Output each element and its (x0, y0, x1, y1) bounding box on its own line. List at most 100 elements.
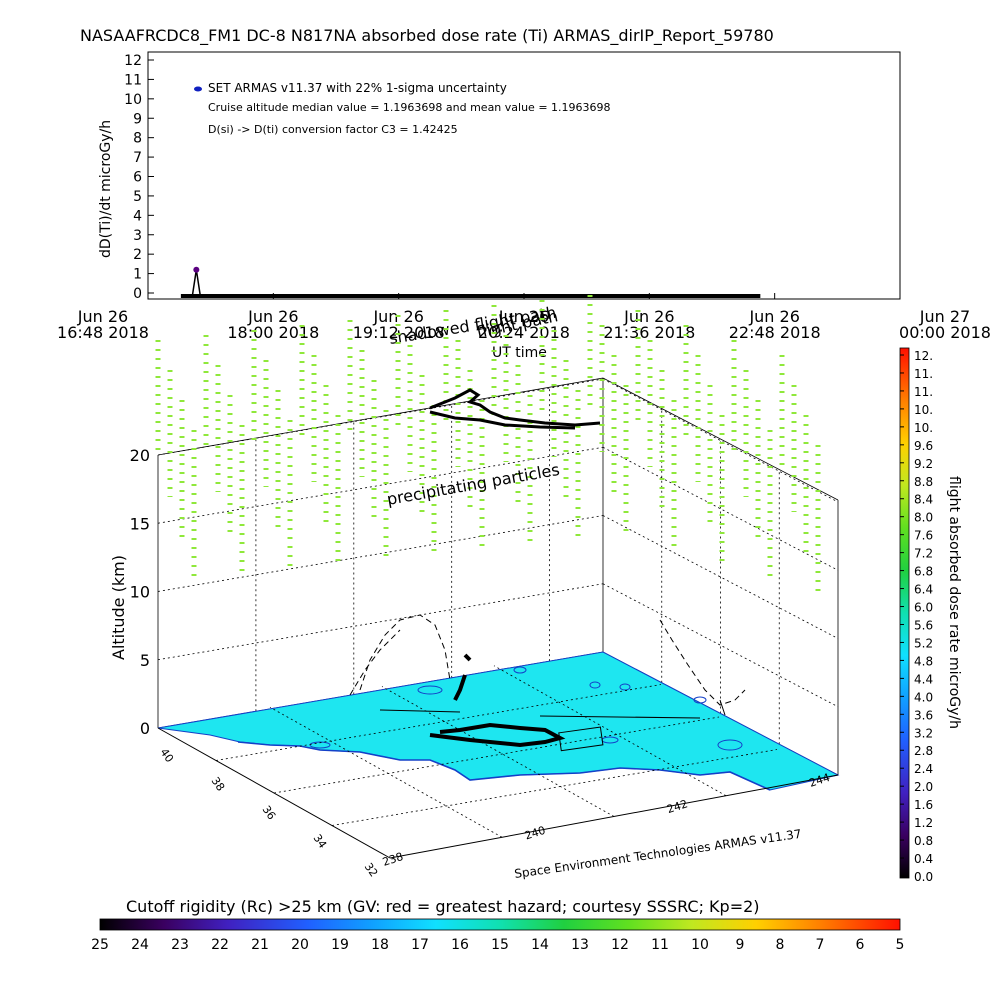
top-x-tick-time: 20:24 2018 (478, 323, 570, 342)
right-colorbar: 0.0 0.4 0.8 1.2 1.6 2.0 2.4 2.8 3.2 3.6 4.0 4.4 4.8 5… (899, 347, 962, 884)
altitude-tick-label: 20 (130, 446, 150, 465)
longitude-ticks: 238 240 242 244 (381, 771, 832, 869)
series-spike-point (193, 266, 200, 273)
wall-grid-line (157, 515, 604, 592)
figure-title: NASAAFRCDC8_FM1 DC-8 N817NA absorbed dos… (80, 26, 774, 46)
top-x-tick-time: 22:48 2018 (729, 323, 821, 342)
right-colorbar-tick-label: 4.8 (914, 654, 933, 668)
precipitating-particles (155, 295, 821, 596)
flight-path-high (429, 388, 601, 430)
right-colorbar-tick-label: 3.2 (914, 726, 933, 740)
wall-grid-line (602, 583, 839, 708)
right-colorbar-ticks: 0.0 0.4 0.8 1.2 1.6 2.0 2.4 2.8 3.2 3.6 4.0 4.4 4.8 5… (900, 349, 933, 884)
bottom-colorbar-tick-label: 16 (451, 937, 469, 953)
legend-note-conversion: D(si) -> D(ti) conversion factor C3 = 1.… (208, 123, 458, 136)
wall-grid-line (157, 378, 604, 456)
bottom-colorbar-tick-label: 5 (896, 937, 905, 953)
right-colorbar-tick-label: 8.4 (914, 493, 933, 507)
top-x-tick-date: Jun 27 (919, 307, 970, 326)
bottom-colorbar-tick-label: 24 (131, 937, 149, 953)
flight-tracks (349, 388, 746, 752)
floor-edge-right (389, 774, 839, 859)
floor-grid-line (381, 686, 615, 817)
top-y-tick-label: 12 (124, 53, 142, 69)
map-surface (157, 651, 840, 791)
right-colorbar-tick-label: 2.8 (914, 744, 933, 758)
right-colorbar-tick-label: 10. (914, 403, 933, 417)
latitude-ticks: 40 38 36 34 32 (157, 746, 380, 879)
bottom-colorbar-tick-label: 6 (856, 937, 865, 953)
right-colorbar-tick-label: 4.0 (914, 690, 933, 704)
wall-grid-line (157, 583, 604, 661)
flight-path-dashed (349, 614, 746, 706)
altitude-ticks: 0 5 10 15 20 (130, 446, 150, 738)
flight-box (558, 726, 604, 752)
top-y-tick-label: 2 (133, 247, 142, 263)
altitude-tick-label: 0 (140, 719, 150, 738)
floor-grid (157, 665, 839, 859)
wall-grid-line (602, 446, 839, 571)
bottom-colorbar-tick-label: 13 (571, 937, 589, 953)
floor-grid-line (269, 706, 503, 838)
bottom-colorbar-tick-label: 14 (531, 937, 549, 953)
top-x-tick-date: Jun 26 (247, 307, 298, 326)
top-x-axis-label: UT time (492, 345, 547, 361)
right-colorbar-tick-label: 8.8 (914, 475, 933, 489)
particles-annotation: precipitating particles (385, 460, 561, 509)
bottom-colorbar-tick-label: 21 (251, 937, 269, 953)
bottom-colorbar-gradient (99, 918, 901, 931)
right-colorbar-tick-label: 9.6 (914, 439, 933, 453)
bottom-colorbar-tick-label: 15 (491, 937, 509, 953)
coastline (237, 741, 771, 791)
right-colorbar-tick-label: 12. (914, 349, 933, 363)
right-colorbar-tick-label: 11. (914, 367, 933, 381)
bottom-colorbar: Cutoff rigidity (Rc) >25 km (GV: red = g… (91, 897, 904, 953)
altitude-tick-label: 15 (130, 514, 150, 533)
flight-3d-panel: 0 5 10 15 20 Altitude (km) 40 38 36 34 32 238 240… (109, 295, 840, 881)
latitude-tick-label: 40 (157, 746, 176, 765)
top-y-tick-label: 9 (133, 111, 142, 127)
series-spike (191, 269, 202, 297)
wall-grid-line (157, 446, 604, 524)
right-colorbar-tick-label: 8.0 (914, 511, 933, 525)
top-y-tick-label: 0 (133, 286, 142, 302)
latitude-tick-label: 36 (260, 803, 279, 822)
latitude-tick-label: 38 (209, 775, 228, 794)
top-y-axis-label: dD(Ti)/dt microGy/h (98, 120, 114, 258)
bottom-colorbar-tick-label: 9 (736, 937, 745, 953)
top-x-tick-time: 21:36 2018 (603, 323, 695, 342)
right-colorbar-tick-label: 0.4 (914, 852, 933, 866)
top-x-tick-time: 19:12 2018 (353, 323, 445, 342)
contour (717, 739, 743, 751)
top-x-tick-date: Jun 26 (498, 307, 549, 326)
top-y-tick-label: 11 (124, 72, 142, 88)
flight-path-ground (429, 653, 566, 748)
dose-rate-series (180, 266, 761, 298)
right-colorbar-tick-label: 7.2 (914, 547, 933, 561)
floor-grid-line (331, 749, 778, 826)
top-y-tick-label: 7 (133, 150, 142, 166)
floor-grid-line (273, 716, 720, 794)
floor-edge-left (157, 727, 391, 859)
legend-note-median: Cruise altitude median value = 1.1963698… (208, 101, 611, 114)
contour (589, 681, 601, 689)
bottom-colorbar-tick-label: 8 (776, 937, 785, 953)
right-colorbar-tick-label: 11. (914, 385, 933, 399)
wall-top-left (157, 377, 604, 456)
flight-path-line (379, 699, 726, 719)
top-y-tick-label: 1 (133, 267, 142, 283)
bottom-colorbar-tick-label: 17 (411, 937, 429, 953)
altitude-axis-label: Altitude (km) (109, 555, 128, 660)
bottom-colorbar-tick-label: 25 (91, 937, 109, 953)
top-x-tick-time: 16:48 2018 (57, 323, 149, 342)
right-colorbar-tick-label: 4.4 (914, 672, 933, 686)
wall-top-right (602, 377, 839, 501)
top-y-tick-label: 10 (124, 92, 142, 108)
right-colorbar-tick-label: 2.4 (914, 762, 933, 776)
latitude-tick-label: 32 (362, 860, 381, 879)
right-colorbar-label: flight absorbed dose rate microGy/h (946, 476, 962, 729)
top-x-tick-date: Jun 26 (748, 307, 799, 326)
